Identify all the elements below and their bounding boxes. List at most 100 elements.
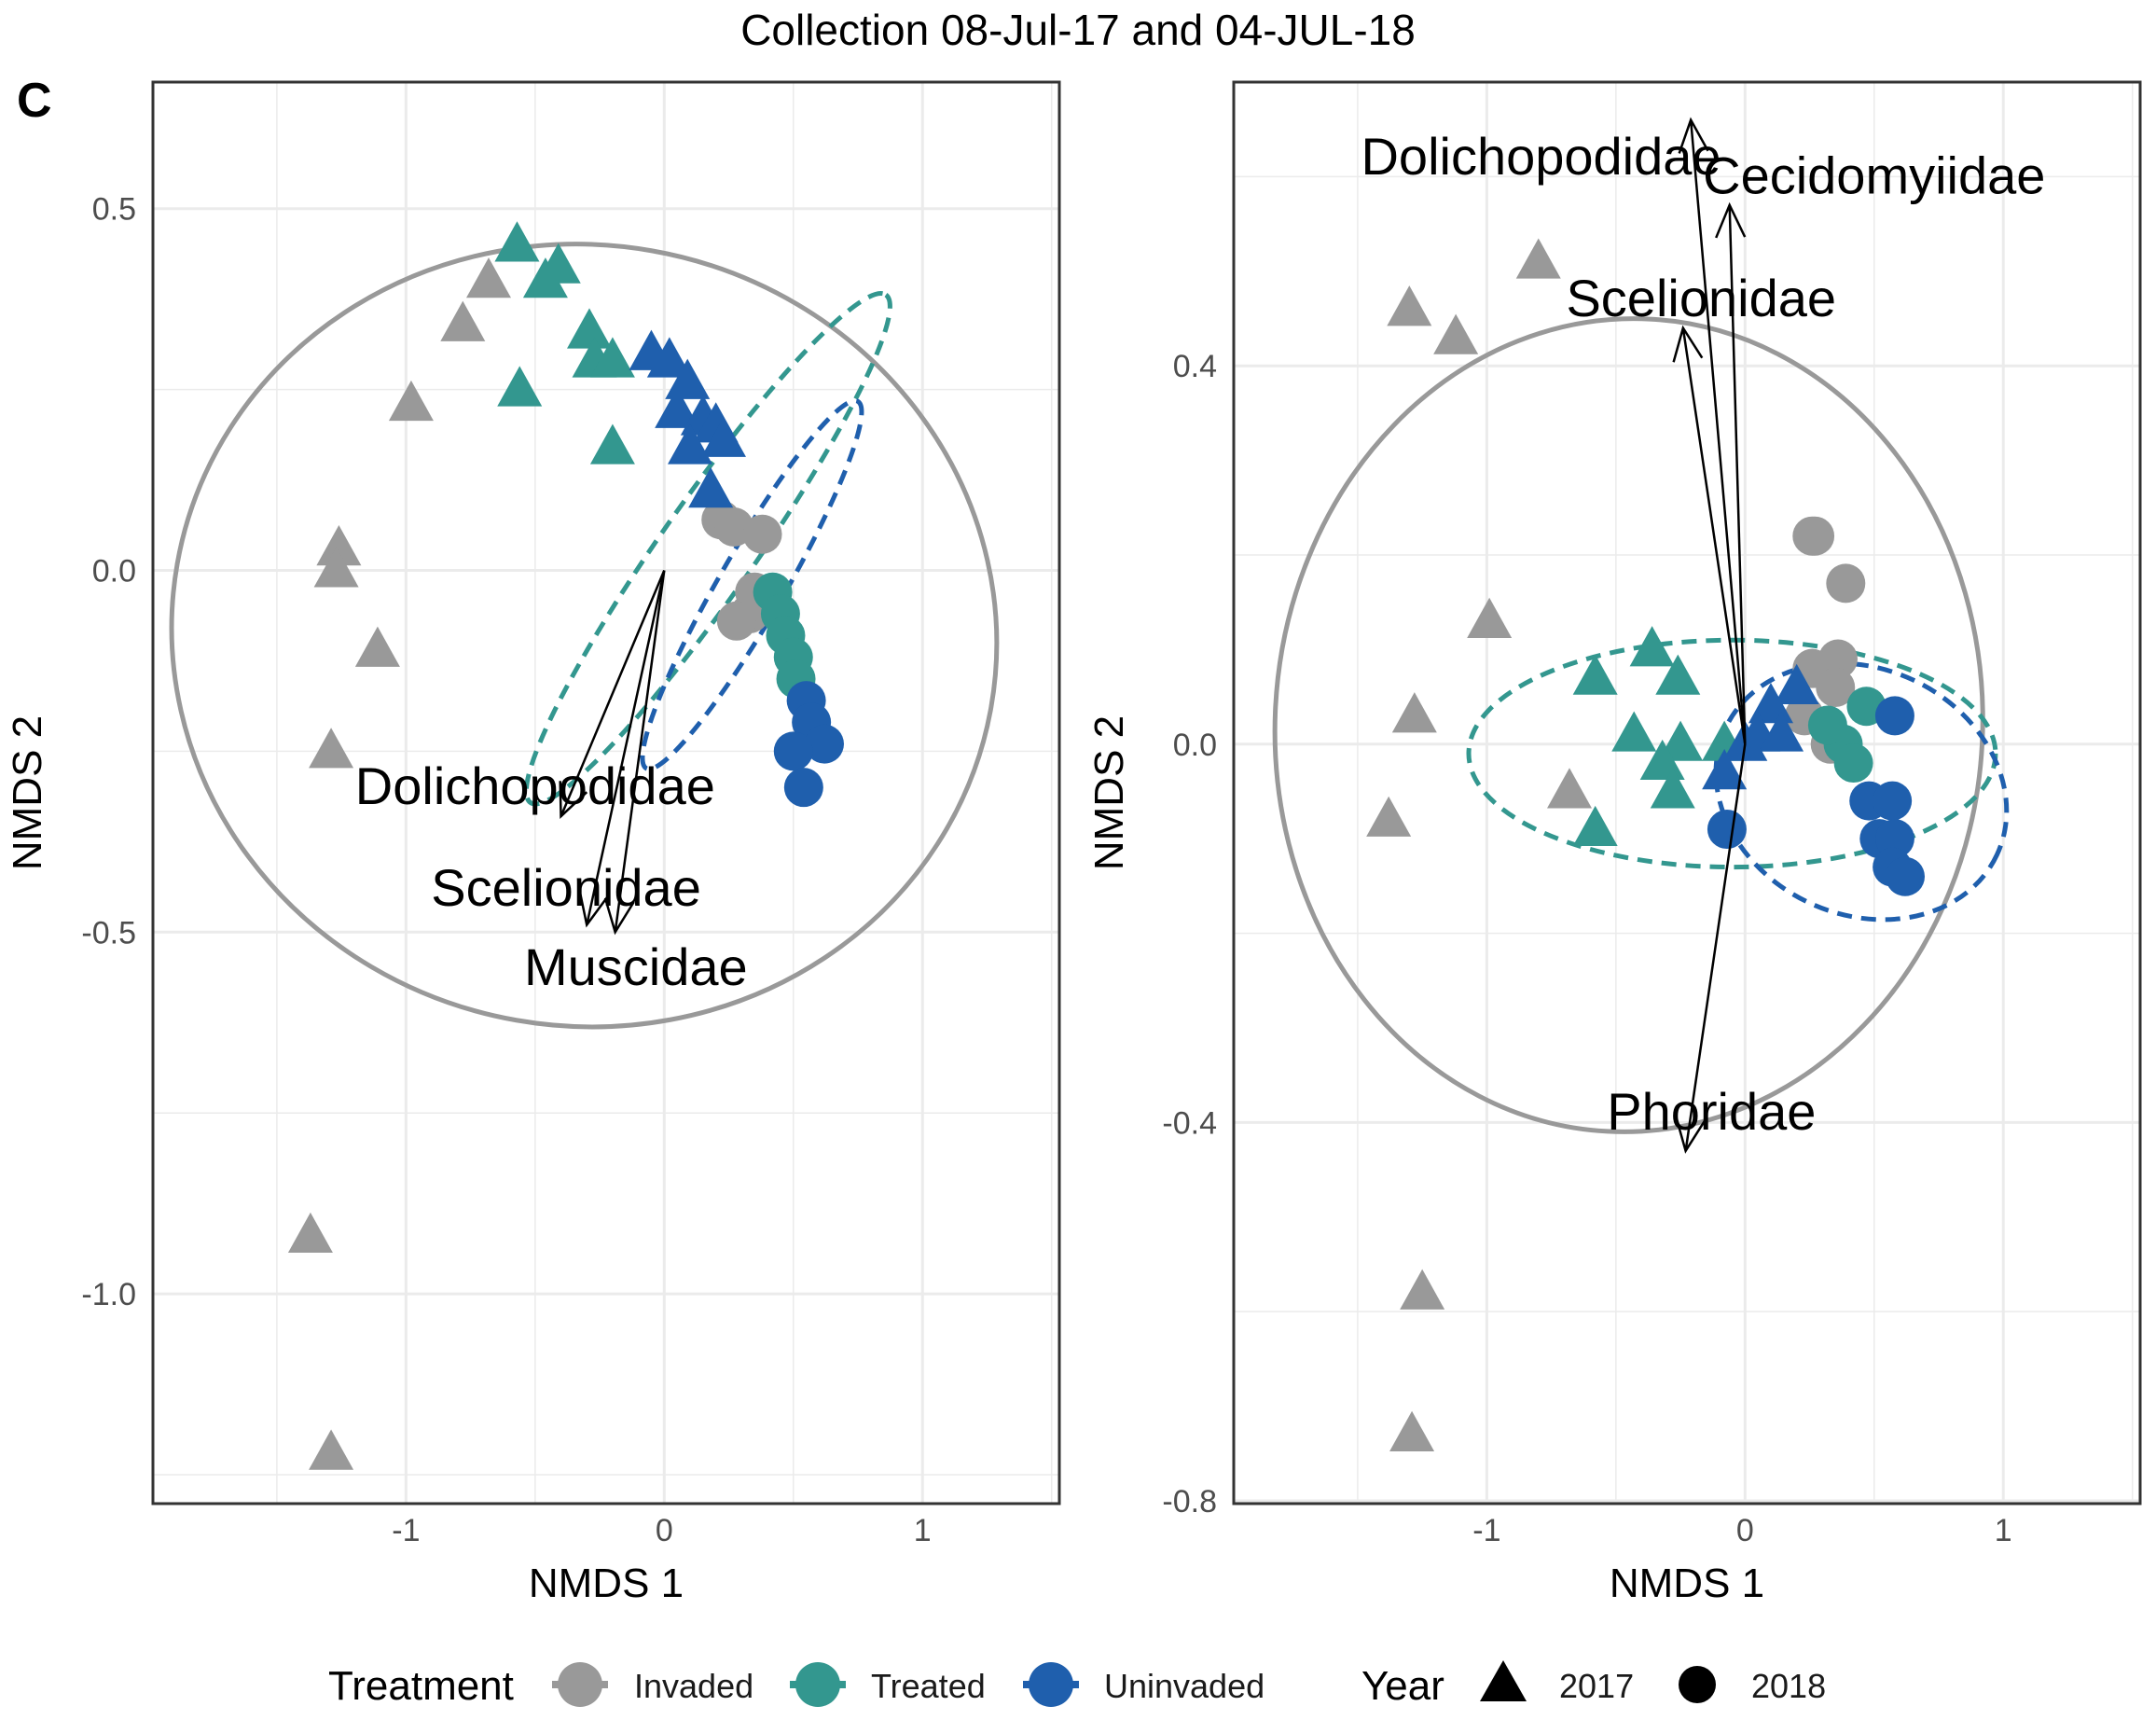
vector-head bbox=[1672, 325, 1704, 363]
point-treated-2017 bbox=[1655, 654, 1701, 695]
point-treated-2017 bbox=[1611, 711, 1657, 752]
point-invaded-2017 bbox=[1467, 597, 1513, 638]
vector-shaft bbox=[614, 570, 666, 933]
ellipse-invaded bbox=[1272, 316, 1985, 1134]
point-treated-2017 bbox=[522, 257, 568, 298]
vector-head bbox=[1675, 1116, 1707, 1154]
point-invaded-2017 bbox=[354, 626, 400, 667]
panel-border bbox=[1232, 80, 2142, 1505]
point-invaded-2018 bbox=[716, 601, 756, 641]
legend-treatment-title: Treatment bbox=[328, 1663, 514, 1709]
vector-shaft bbox=[1689, 119, 1747, 744]
y-axis-title: NMDS 2 bbox=[1086, 715, 1132, 870]
point-invaded-2017 bbox=[1433, 313, 1479, 354]
legend-item-uninvaded: Uninvaded bbox=[1023, 1662, 1265, 1707]
vector-scelionidae bbox=[578, 570, 666, 928]
y-tick-label: 0.0 bbox=[1173, 728, 1217, 763]
point-invaded-2018 bbox=[742, 514, 782, 554]
vector-dolichopodidae bbox=[1678, 117, 1747, 744]
y-tick-label: -0.8 bbox=[1162, 1484, 1217, 1519]
x-tick-label: 0 bbox=[656, 1513, 673, 1548]
vector-label-cecidomyiidae: Cecidomyiidae bbox=[1703, 146, 2045, 204]
point-treated-2017 bbox=[1572, 654, 1618, 695]
point-invaded-2017 bbox=[1387, 285, 1432, 326]
point-uninvaded-2017 bbox=[646, 337, 692, 378]
point-invaded-2017 bbox=[1547, 768, 1592, 809]
legend-item-2018: 2018 bbox=[1679, 1666, 1826, 1705]
legend-label-invaded: Invaded bbox=[634, 1667, 753, 1705]
point-uninvaded-2017 bbox=[655, 387, 700, 428]
point-invaded-2018 bbox=[1826, 563, 1866, 603]
legend-key-triangle-icon bbox=[1480, 1660, 1527, 1701]
panel-letter: C bbox=[17, 74, 52, 128]
plot-area bbox=[1272, 117, 2010, 1451]
point-uninvaded-2018 bbox=[805, 724, 844, 764]
legend-label-2017: 2017 bbox=[1559, 1667, 1634, 1705]
point-uninvaded-2017 bbox=[1774, 663, 1819, 704]
x-axis-title: NMDS 1 bbox=[1610, 1561, 1764, 1606]
figure-title: Collection 08-Jul-17 and 04-JUL-18 bbox=[740, 6, 1416, 54]
x-axis-title: NMDS 1 bbox=[529, 1561, 684, 1606]
legend-year-title: Year bbox=[1361, 1663, 1444, 1709]
point-treated-2017 bbox=[567, 308, 612, 349]
x-tick-label: -1 bbox=[1472, 1513, 1500, 1548]
legend-item-treated: Treated bbox=[790, 1662, 986, 1707]
y-tick-label: 0.4 bbox=[1173, 349, 1217, 384]
point-treated-2017 bbox=[1629, 626, 1675, 667]
x-tick-label: 0 bbox=[1736, 1513, 1754, 1548]
point-treated-2017 bbox=[589, 423, 635, 465]
point-uninvaded-2018 bbox=[1873, 781, 1913, 821]
vector-shaft bbox=[1681, 327, 1747, 744]
ellipse-uninvaded bbox=[1713, 660, 2010, 922]
point-uninvaded-2017 bbox=[1702, 748, 1748, 790]
point-invaded-2017 bbox=[313, 547, 359, 588]
vector-head bbox=[603, 897, 635, 936]
point-uninvaded-2017 bbox=[665, 358, 711, 399]
point-uninvaded-2017 bbox=[688, 466, 734, 508]
point-invaded-2017 bbox=[309, 728, 354, 769]
legend-key-invaded-swatch bbox=[558, 1662, 602, 1707]
x-tick-label: -1 bbox=[392, 1513, 420, 1548]
y-tick-label: 0.0 bbox=[92, 554, 136, 590]
y-tick-label: -0.5 bbox=[81, 915, 136, 950]
point-invaded-2017 bbox=[316, 525, 362, 566]
ordination-panel-left: Dolichopodidae Scelionidae Muscidae -1 0 1 0.5… bbox=[5, 80, 1061, 1606]
point-treated-2017 bbox=[1572, 805, 1618, 847]
y-tick-label: 0.5 bbox=[92, 192, 136, 228]
vector-label-muscidae: Muscidae bbox=[524, 937, 748, 996]
panel-border bbox=[151, 80, 1061, 1505]
point-uninvaded-2017 bbox=[668, 423, 712, 465]
legend: Treatment Invaded Treated Uninvaded Year… bbox=[328, 1660, 1826, 1709]
vector-label-dolichopodidae: Dolichopodidae bbox=[1361, 127, 1721, 186]
point-uninvaded-2017 bbox=[1759, 711, 1804, 752]
legend-key-treated-swatch bbox=[795, 1662, 840, 1707]
point-uninvaded-2018 bbox=[1874, 696, 1914, 736]
vector-label-phoridae: Phoridae bbox=[1607, 1082, 1816, 1141]
point-treated-2018 bbox=[1833, 743, 1873, 784]
point-treated-2017 bbox=[494, 221, 540, 262]
point-uninvaded-2018 bbox=[783, 768, 823, 808]
ellipse-invaded bbox=[169, 242, 1000, 1030]
vector-shaft bbox=[586, 570, 666, 925]
point-uninvaded-2017 bbox=[701, 416, 746, 457]
plot-area bbox=[169, 221, 1000, 1470]
vector-shaft bbox=[1684, 743, 1747, 1151]
legend-label-uninvaded: Uninvaded bbox=[1104, 1667, 1265, 1705]
x-tick-label: 1 bbox=[1995, 1513, 2012, 1548]
vector-shaft bbox=[1728, 204, 1747, 744]
ellipse-treated bbox=[1466, 637, 1998, 870]
vector-head bbox=[1678, 117, 1709, 154]
y-tick-label: -0.4 bbox=[1162, 1105, 1217, 1141]
point-treated-2017 bbox=[1650, 768, 1695, 809]
legend-item-invaded: Invaded bbox=[552, 1662, 753, 1707]
point-invaded-2017 bbox=[1515, 238, 1561, 279]
legend-key-uninvaded-swatch bbox=[1029, 1662, 1073, 1707]
point-uninvaded-2018 bbox=[773, 731, 813, 771]
vector-scelionidae bbox=[1672, 325, 1747, 744]
point-treated-2017 bbox=[497, 366, 543, 407]
vector-phoridae bbox=[1675, 743, 1747, 1154]
vector-label-dolichopodidae: Dolichopodidae bbox=[355, 756, 715, 815]
legend-key-circle-icon bbox=[1679, 1666, 1716, 1703]
vector-dolichopodidae bbox=[559, 570, 666, 820]
